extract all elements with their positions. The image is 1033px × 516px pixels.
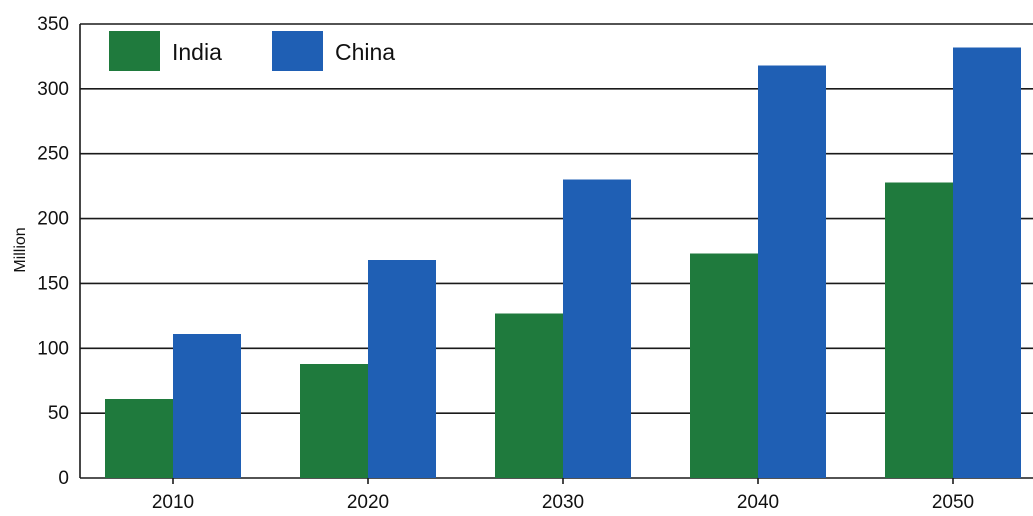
bar-india-2020 [300, 363, 368, 478]
bar-china-2050 [953, 47, 1021, 478]
y-axis-title: Million [12, 227, 29, 272]
bar-india-2010 [105, 398, 173, 478]
legend-label-india: India [172, 39, 222, 65]
x-tick-label: 2050 [932, 492, 974, 513]
bars [105, 47, 1021, 478]
legend-swatch-china [272, 31, 323, 71]
y-tick-label: 350 [37, 14, 69, 35]
y-tick-label: 300 [37, 79, 69, 100]
y-axis-ticks: 0 50 100 150 200 250 300 350 [37, 14, 69, 489]
legend-swatch-india [109, 31, 160, 71]
x-tick-label: 2040 [737, 492, 779, 513]
y-tick-label: 50 [48, 403, 69, 424]
bar-china-2010 [173, 334, 241, 478]
bar-india-2050 [885, 182, 953, 478]
bar-china-2040 [758, 65, 826, 478]
x-tick-label: 2020 [347, 492, 389, 513]
legend: India China [109, 31, 395, 71]
x-tick-label: 2010 [152, 492, 194, 513]
y-tick-label: 250 [37, 144, 69, 165]
y-tick-label: 100 [37, 338, 69, 359]
legend-label-china: China [335, 39, 395, 65]
bar-china-2020 [368, 260, 436, 478]
bar-india-2040 [690, 253, 758, 478]
bar-india-2030 [495, 313, 563, 478]
x-tick-label: 2030 [542, 492, 584, 513]
y-tick-label: 200 [37, 209, 69, 230]
y-tick-label: 0 [58, 468, 69, 489]
x-axis-ticks: 2010 2020 2030 2040 2050 [152, 478, 974, 513]
y-tick-label: 150 [37, 273, 69, 294]
bar-china-2030 [563, 179, 631, 478]
